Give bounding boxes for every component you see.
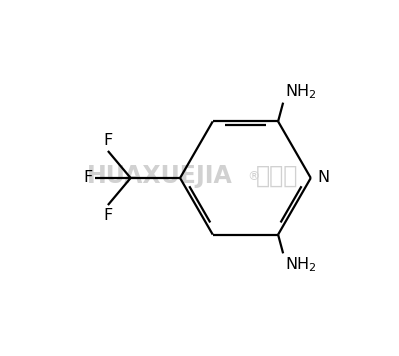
Text: NH$_2$: NH$_2$: [285, 255, 316, 274]
Text: F: F: [103, 208, 113, 223]
Text: HUAXUEJIA: HUAXUEJIA: [87, 164, 232, 188]
Text: 化学加: 化学加: [256, 164, 298, 188]
Text: F: F: [83, 171, 93, 185]
Text: F: F: [103, 133, 113, 148]
Text: ®: ®: [247, 170, 260, 183]
Text: NH$_2$: NH$_2$: [285, 82, 316, 101]
Text: N: N: [317, 171, 329, 185]
